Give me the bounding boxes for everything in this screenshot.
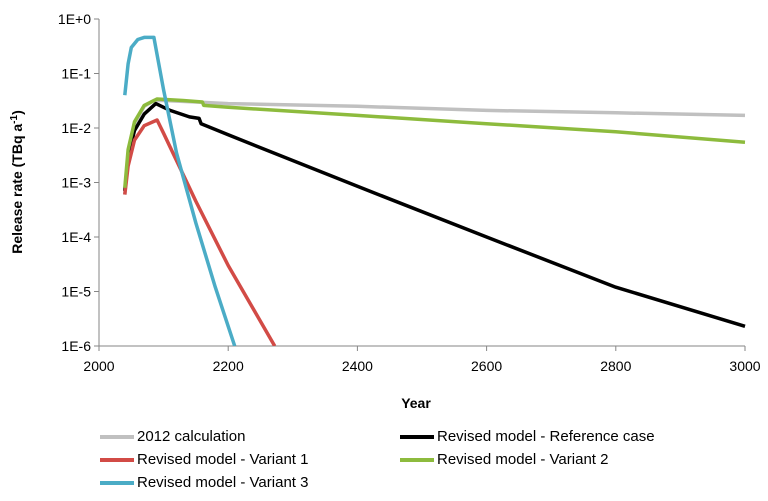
y-tick-label: 1E+0 bbox=[58, 11, 91, 27]
y-tick-label: 1E-6 bbox=[61, 338, 91, 354]
series-line-2012 bbox=[123, 98, 746, 195]
series-line-variant-3 bbox=[123, 35, 237, 346]
y-axis-title-main: Release rate (TBq a bbox=[9, 124, 25, 254]
legend-swatch-variant-3 bbox=[100, 480, 134, 485]
legend-swatch-variant-2 bbox=[400, 457, 434, 462]
legend-swatch-variant-1 bbox=[100, 457, 134, 462]
legend-item-reference: Revised model - Reference case bbox=[400, 428, 655, 445]
y-tick-label: 1E-1 bbox=[61, 66, 91, 82]
legend-label-variant-2: Revised model - Variant 2 bbox=[437, 451, 609, 468]
series-line-reference bbox=[123, 101, 746, 328]
legend-label-reference: Revised model - Reference case bbox=[437, 428, 655, 445]
legend: 2012 calculation Revised model - Referen… bbox=[100, 428, 760, 500]
y-axis-title: Release rate (TBq a-1) bbox=[9, 110, 25, 254]
x-tick-label: 2800 bbox=[600, 358, 631, 374]
legend-label-variant-1: Revised model - Variant 1 bbox=[137, 451, 309, 468]
release-rate-chart: 1E-6 1E-5 1E-4 1E-3 1E-2 1E-1 1E+0 2000 2200 2400… bbox=[9, 11, 761, 411]
legend-label-variant-3: Revised model - Variant 3 bbox=[137, 474, 309, 491]
series-line-variant-2 bbox=[123, 97, 746, 188]
x-tick-label: 3000 bbox=[729, 358, 760, 374]
y-tick-label: 1E-4 bbox=[61, 229, 91, 245]
legend-item-variant-2: Revised model - Variant 2 bbox=[400, 451, 608, 468]
tick-labels: 1E-6 1E-5 1E-4 1E-3 1E-2 1E-1 1E+0 2000 2200 2400… bbox=[58, 11, 761, 374]
y-axis-title-end: ) bbox=[9, 110, 25, 115]
x-axis-title: Year bbox=[401, 395, 431, 411]
series-line-variant-1 bbox=[123, 118, 277, 346]
legend-item-2012: 2012 calculation bbox=[100, 428, 245, 445]
legend-swatch-reference bbox=[400, 434, 434, 439]
legend-item-variant-1: Revised model - Variant 1 bbox=[100, 451, 308, 468]
plot-area bbox=[94, 18, 746, 351]
x-tick-label: 2000 bbox=[83, 358, 114, 374]
y-axis-title-superscript: -1 bbox=[9, 114, 20, 123]
x-tick-label: 2400 bbox=[342, 358, 373, 374]
legend-label-2012: 2012 calculation bbox=[137, 428, 246, 445]
x-tick-label: 2200 bbox=[213, 358, 244, 374]
legend-item-variant-3: Revised model - Variant 3 bbox=[100, 474, 308, 491]
y-tick-label: 1E-3 bbox=[61, 175, 91, 191]
y-tick-label: 1E-5 bbox=[61, 284, 91, 300]
y-tick-label: 1E-2 bbox=[61, 120, 91, 136]
legend-swatch-2012 bbox=[100, 434, 134, 439]
x-tick-label: 2600 bbox=[471, 358, 502, 374]
